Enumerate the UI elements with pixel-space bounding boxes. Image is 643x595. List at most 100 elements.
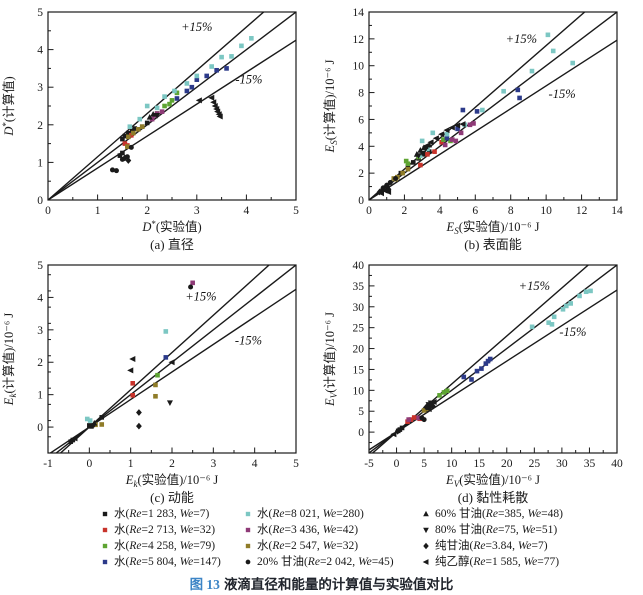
tick-labels: 0 2 4 6 8 10 12 14 0 2 4 6 8 10 12 14: [353, 7, 624, 217]
square-marker: [159, 109, 165, 114]
square-marker: [426, 149, 432, 154]
square-marker: [474, 368, 480, 374]
data-series-10: [121, 154, 132, 164]
square-icon: [245, 543, 251, 549]
square-marker: [546, 320, 551, 325]
square-marker: [453, 138, 459, 144]
triangle-left-marker: [216, 113, 223, 120]
trend-lines: [48, 12, 296, 200]
triangle-down-marker: [415, 153, 422, 159]
square-marker: [529, 68, 535, 74]
legend-label: 80% 甘油(Re=75, We=51): [435, 524, 558, 536]
square-marker: [432, 149, 437, 154]
triangle-left-marker: [129, 356, 136, 362]
y-axis-label: D*(计算值): [1, 76, 16, 136]
subplot-caption: (a) 直径: [150, 237, 194, 252]
tick-labels: -5 0 5 10 15 20 25 30 35 40 0 5 10 15 20 25 30 35 40: [353, 260, 624, 470]
square-marker: [480, 107, 485, 113]
square-marker: [479, 366, 484, 371]
triangle-left-marker: [430, 399, 437, 406]
svg-text:15: 15: [473, 458, 485, 470]
square-marker: [102, 511, 108, 517]
svg-text:4: 4: [244, 205, 250, 217]
triangle-left-marker: [208, 94, 215, 101]
square-marker: [461, 374, 467, 380]
square-marker: [209, 64, 214, 69]
legend-label: 水(Re=4 258, We=79): [114, 540, 216, 552]
square-marker: [474, 109, 480, 114]
legend-label: 水(Re=8 021, We=280): [257, 508, 364, 520]
y-axis-label: ES(计算值)/10⁻⁶ J: [322, 59, 339, 153]
circle-marker: [393, 176, 399, 182]
svg-text:0: 0: [86, 458, 92, 470]
caption-text: 液滴直径和能量的计算值与实验值对比: [223, 577, 454, 592]
square-marker: [194, 77, 200, 82]
legend-label: 水(Re=3 436, We=42): [257, 524, 359, 536]
svg-text:10: 10: [353, 385, 365, 397]
triangle-down-marker: [419, 150, 426, 157]
square-marker: [249, 36, 254, 41]
svg-text:-1: -1: [43, 458, 53, 470]
trend-lines: [49, 265, 296, 453]
data-series-3: [444, 87, 522, 141]
circle-marker: [128, 144, 134, 150]
triangle-left-marker: [448, 124, 455, 131]
square-marker: [442, 142, 448, 148]
square-marker: [190, 280, 195, 286]
square-marker: [425, 152, 430, 157]
triangle-left-icon: [422, 559, 429, 565]
square-marker: [245, 511, 251, 517]
square-marker: [515, 87, 521, 93]
square-marker: [239, 43, 244, 49]
square-marker: [469, 377, 474, 382]
svg-text:1: 1: [95, 205, 101, 217]
square-icon: [102, 543, 108, 549]
svg-text:40: 40: [353, 260, 365, 272]
triangle-left-marker: [127, 367, 134, 374]
subplot-caption: (c) 动能: [150, 490, 194, 505]
square-marker: [439, 139, 444, 145]
square-marker: [405, 164, 411, 169]
figure-caption: 图 13 液滴直径和能量的计算值与实验值对比: [0, 573, 643, 593]
square-marker: [130, 393, 136, 398]
square-marker: [455, 126, 460, 132]
circle-marker: [109, 167, 115, 173]
square-marker: [410, 160, 416, 165]
square-marker: [131, 130, 136, 136]
circle-marker: [188, 284, 194, 290]
triangle-down-marker: [166, 400, 173, 407]
square-marker: [102, 527, 108, 533]
data-series-6: [125, 124, 145, 149]
triangle-down-icon: [423, 527, 429, 534]
x-axis-label: D*(实验值): [141, 219, 201, 234]
svg-text:25: 25: [353, 323, 365, 335]
data-series-1: [130, 381, 136, 398]
triangle-down-marker: [154, 113, 161, 119]
triangle-left-marker: [377, 190, 384, 197]
diamond-marker: [125, 157, 132, 164]
legend-label: 20% 甘油(Re=2 042, We=45): [257, 556, 394, 568]
square-icon: [245, 511, 251, 517]
square-marker: [406, 417, 411, 422]
triangle-left-marker: [443, 127, 450, 134]
square-marker: [551, 314, 557, 320]
triangle-left-marker: [422, 559, 429, 565]
svg-text:4: 4: [252, 458, 258, 470]
triangle-down-marker: [423, 527, 429, 534]
square-marker: [570, 60, 576, 66]
triangle-left-marker: [425, 406, 432, 413]
annotation--15%: -15%: [235, 72, 262, 86]
square-marker: [184, 81, 190, 86]
data-series-1: [418, 139, 444, 168]
legend-column-2: 水(Re=8 021, We=280) 水(Re=3 436, We=42) 水(R…: [243, 506, 421, 570]
subplot-caption: (d) 黏性耗散: [458, 490, 528, 505]
triangle-left-marker: [438, 131, 445, 138]
legend-item: 水(Re=1 283, We=7): [100, 506, 243, 522]
svg-text:3: 3: [37, 82, 43, 94]
chart-b: 0 2 4 6 8 10 12 14 0 2 4 6 8 10 12 14 +15% -15% ES(实验值)/10…: [321, 0, 643, 253]
svg-text:10: 10: [353, 61, 365, 73]
square-marker: [174, 96, 180, 101]
square-marker: [418, 162, 423, 168]
legend-item: 20% 甘油(Re=2 042, We=45): [243, 554, 421, 570]
